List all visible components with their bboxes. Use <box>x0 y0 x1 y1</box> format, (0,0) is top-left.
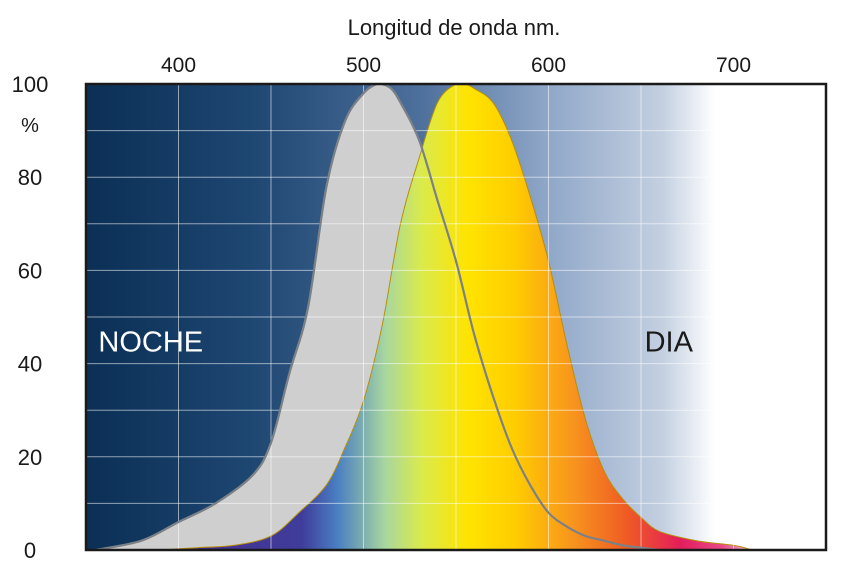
y-tick-label: 20 <box>18 445 42 470</box>
x-tick-labels: 400 500 600 700 <box>161 54 751 77</box>
y-tick-label: 60 <box>18 258 42 283</box>
x-axis-title: Longitud de onda nm. <box>348 15 561 40</box>
x-tick-label: 400 <box>161 54 196 77</box>
y-tick-labels: 100 80 60 40 20 0 <box>12 72 49 563</box>
x-tick-label: 500 <box>346 54 381 77</box>
grid-lines <box>86 84 826 550</box>
annotation-noche: NOCHE <box>98 326 203 358</box>
y-tick-label: 80 <box>18 165 42 190</box>
annotation-dia: DIA <box>645 326 694 358</box>
y-tick-label: 100 <box>12 72 49 97</box>
plot-frame <box>84 82 828 552</box>
y-tick-label: 40 <box>18 352 42 377</box>
y-tick-label: 0 <box>24 538 36 563</box>
x-tick-label: 700 <box>716 54 751 77</box>
night-curve-line <box>95 84 660 550</box>
x-tick-label: 600 <box>531 54 566 77</box>
y-axis-unit: % <box>21 115 39 137</box>
